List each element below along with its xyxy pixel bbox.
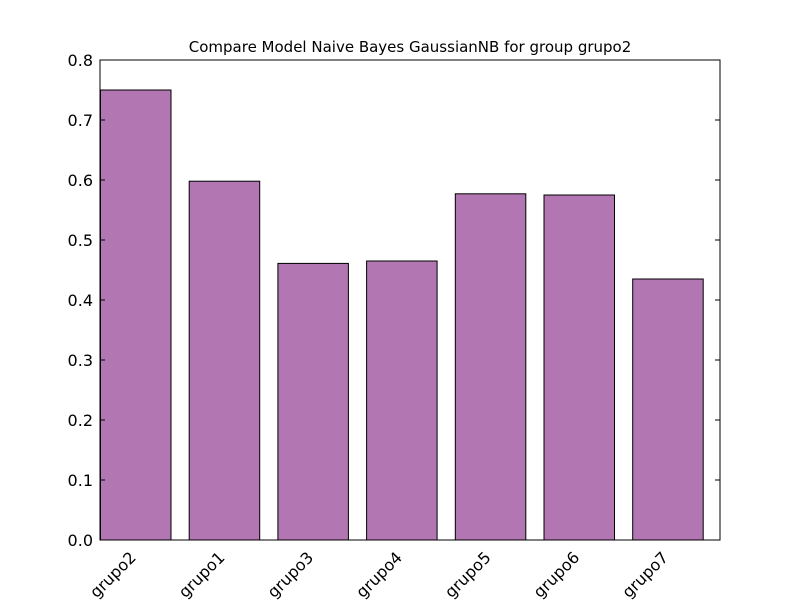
bar-grupo6 (543, 194, 615, 541)
bar-grupo2 (100, 89, 172, 541)
y-tick-label: 0.6 (68, 171, 93, 190)
y-tick-label: 0.0 (68, 531, 93, 550)
y-tick-label: 0.1 (68, 471, 93, 490)
y-tick-label: 0.7 (68, 111, 93, 130)
y-tick-label: 0.4 (68, 291, 93, 310)
y-axis: 0.0 0.1 0.2 0.3 0.4 0.5 0.6 0.7 0.8 (68, 51, 720, 550)
bars-group (100, 89, 704, 541)
y-tick-label: 0.2 (68, 411, 93, 430)
bar-grupo4 (366, 260, 438, 541)
y-tick-label: 0.8 (68, 51, 93, 70)
bar-grupo5 (454, 193, 527, 541)
chart-title: Compare Model Naive Bayes GaussianNB for… (189, 38, 632, 56)
bar-grupo7 (632, 278, 704, 541)
bar-grupo1 (188, 180, 261, 541)
y-tick-label: 0.3 (68, 351, 93, 370)
y-tick-label: 0.5 (68, 231, 93, 250)
bar-grupo3 (277, 262, 349, 541)
plot-frame (99, 59, 721, 541)
